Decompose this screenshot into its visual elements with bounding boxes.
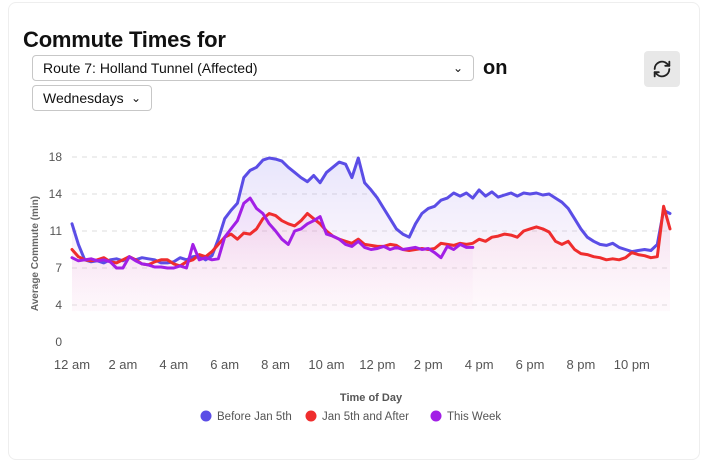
page-title: Commute Times for bbox=[23, 27, 226, 52]
x-tick-label: 6 am bbox=[210, 357, 239, 372]
chevron-down-icon: ⌄ bbox=[452, 61, 463, 75]
y-tick-label: 4 bbox=[55, 298, 62, 312]
x-axis-title: Time of Day bbox=[340, 392, 403, 404]
series-line-1 bbox=[70, 204, 672, 268]
route-select[interactable]: Route 7: Holland Tunnel (Affected) ⌄ bbox=[32, 55, 474, 81]
x-tick-label: 2 am bbox=[108, 357, 137, 372]
y-tick-label: 7 bbox=[55, 261, 62, 275]
x-tick-label: 4 am bbox=[159, 357, 188, 372]
refresh-icon bbox=[653, 60, 671, 78]
y-tick-label: 18 bbox=[49, 150, 63, 164]
day-select[interactable]: Wednesdays ⌄ bbox=[32, 85, 152, 111]
legend-marker-0 bbox=[200, 410, 212, 422]
on-label: on bbox=[483, 57, 508, 79]
x-tick-label: 10 pm bbox=[614, 357, 650, 372]
legend-marker-2 bbox=[430, 410, 442, 422]
x-tick-label: 10 am bbox=[308, 357, 344, 372]
day-select-value: Wednesdays bbox=[43, 90, 124, 106]
series-area-2 bbox=[72, 198, 473, 312]
legend-label-2: This Week bbox=[447, 411, 501, 423]
y-tick-label: 11 bbox=[50, 224, 63, 238]
legend-marker-1 bbox=[305, 410, 317, 422]
x-tick-label: 8 pm bbox=[566, 357, 595, 372]
y-axis-title: Average Commute (min) bbox=[30, 196, 41, 311]
x-tick-label: 2 pm bbox=[414, 357, 443, 372]
x-tick-label: 6 pm bbox=[516, 357, 545, 372]
route-select-value: Route 7: Holland Tunnel (Affected) bbox=[43, 60, 258, 76]
y-tick-label: 14 bbox=[49, 187, 63, 201]
x-tick-label: 4 pm bbox=[465, 357, 494, 372]
legend-label-1: Jan 5th and After bbox=[322, 411, 409, 423]
x-tick-label: 12 pm bbox=[359, 357, 395, 372]
legend-label-0: Before Jan 5th bbox=[217, 411, 292, 423]
series-line-2 bbox=[70, 196, 475, 270]
y-tick-label: 0 bbox=[55, 335, 62, 349]
x-tick-label: 8 am bbox=[261, 357, 290, 372]
refresh-button[interactable] bbox=[644, 51, 680, 87]
x-tick-label: 12 am bbox=[54, 357, 90, 372]
chevron-down-icon: ⌄ bbox=[130, 91, 141, 105]
